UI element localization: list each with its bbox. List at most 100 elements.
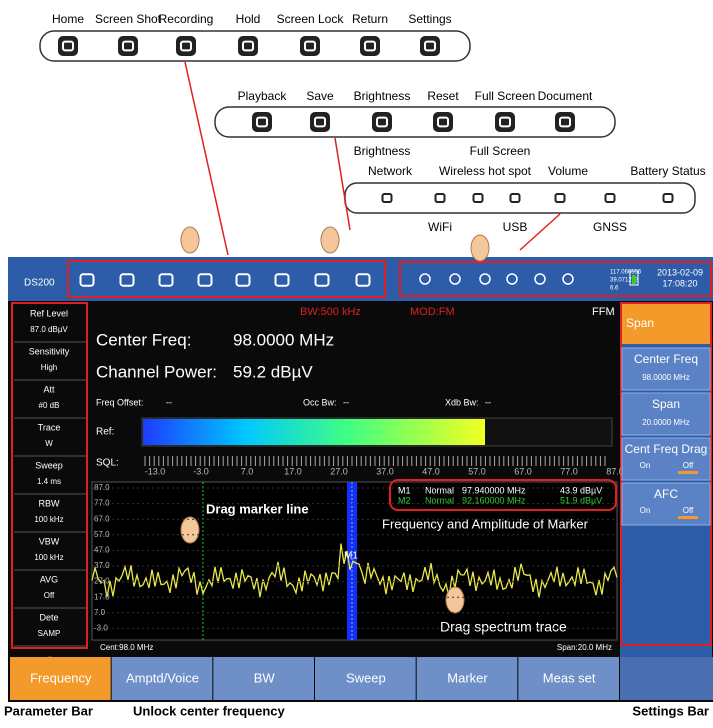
tab[interactable] <box>10 657 111 700</box>
parameter-value: 100 kHz <box>34 515 63 524</box>
icon-glyph <box>554 193 566 203</box>
icon-glyph <box>235 273 251 287</box>
marker-info: 43.9 dBµV <box>560 485 602 495</box>
icon-glyph <box>376 116 388 128</box>
icon-glyph <box>424 40 436 52</box>
toolbar-sub-label: WiFi <box>428 220 452 234</box>
sql-scale-label: 7.0 <box>241 466 254 476</box>
setting-off: Off <box>683 461 694 470</box>
tab[interactable] <box>315 657 416 700</box>
tab[interactable] <box>518 657 619 700</box>
setting-off: Off <box>683 506 694 515</box>
tab[interactable] <box>213 657 314 700</box>
tab-label[interactable]: BW <box>254 670 276 685</box>
setting-item[interactable] <box>621 347 711 391</box>
tab[interactable] <box>111 657 213 700</box>
tab-label[interactable]: Sweep <box>346 670 386 685</box>
icon-glyph <box>158 273 174 287</box>
settings-title: Span <box>626 316 654 330</box>
spectrum-scale-label: 27.0 <box>94 577 110 586</box>
sql-scale-label: 67.0 <box>514 466 532 476</box>
channel-power-value: 59.2 dBµV <box>233 362 313 381</box>
icon <box>192 267 218 293</box>
annotation: Unlock center frequency <box>133 703 285 718</box>
status-icon <box>479 273 491 285</box>
icon-glyph <box>304 40 316 52</box>
icon <box>495 112 515 132</box>
icon <box>238 36 258 56</box>
icon <box>601 189 619 207</box>
icon-glyph <box>122 40 134 52</box>
icon <box>269 267 295 293</box>
tab[interactable] <box>416 657 518 700</box>
icon <box>114 267 140 293</box>
sql-scale-label: 87.0 <box>606 466 624 476</box>
icon-glyph <box>79 273 95 287</box>
icon <box>555 112 575 132</box>
setting-item[interactable] <box>621 392 711 436</box>
icon <box>153 267 179 293</box>
icon-glyph <box>197 273 213 287</box>
tab-label[interactable]: Meas set <box>543 670 596 685</box>
icon-glyph <box>274 273 290 287</box>
hand-pointer <box>320 226 340 254</box>
spectrum-scale-label: 77.0 <box>94 499 110 508</box>
marker-info: 92.160000 MHz <box>462 495 526 505</box>
ref-bar <box>143 419 485 445</box>
parameter-label: Dete <box>39 612 58 622</box>
parameter-value: 100 kHz <box>34 553 63 562</box>
parameter-value: SAMP <box>38 629 61 638</box>
tab-label[interactable]: Frequency <box>30 670 92 685</box>
sql-scale-label: 57.0 <box>468 466 486 476</box>
ref-label: Ref: <box>96 427 114 438</box>
icon <box>372 112 392 132</box>
measurement-value: -- <box>485 397 491 407</box>
measurement-label: Occ Bw: <box>303 397 337 407</box>
measurement-value: -- <box>166 397 172 407</box>
settings-title-bg <box>620 304 712 344</box>
toolbar-label: Screen Lock <box>277 12 345 26</box>
sql-scale-label: -3.0 <box>193 466 209 476</box>
hand-pointer <box>180 516 200 544</box>
spectrum-scale-label: 37.0 <box>94 561 110 570</box>
spectrum-scale-label: 47.0 <box>94 546 110 555</box>
icon-glyph <box>509 193 521 203</box>
icon <box>300 36 320 56</box>
sql-scale-label: 27.0 <box>330 466 348 476</box>
spectrum-scale-label: 57.0 <box>94 530 110 539</box>
time: 17:08:20 <box>662 278 697 288</box>
spectrum-scale-label: 7.0 <box>94 608 106 617</box>
setting-label: Span <box>652 397 680 411</box>
sql-scale-label: 77.0 <box>560 466 578 476</box>
highlight <box>67 260 386 298</box>
tab-label[interactable]: Marker <box>447 670 488 685</box>
status-icon <box>419 273 431 285</box>
mode: FFM <box>592 306 615 318</box>
annotation: Drag marker line <box>206 501 309 516</box>
parameter-value: 1.4 ms <box>37 477 61 486</box>
bw: BW:500 kHz <box>300 306 361 318</box>
icon-glyph <box>499 116 511 128</box>
setting-label: AFC <box>654 487 678 501</box>
icon-glyph <box>62 40 74 52</box>
center-freq-value: 98.0000 MHz <box>233 330 334 349</box>
toolbar-label: Network <box>368 164 413 178</box>
toolbar-label: Save <box>306 89 334 103</box>
toolbar-sub-label: GNSS <box>593 220 627 234</box>
spectrum-scale-label: 17.0 <box>94 592 110 601</box>
icon-glyph <box>364 40 376 52</box>
icon <box>58 36 78 56</box>
tab-label[interactable]: Amptd/Voice <box>126 670 199 685</box>
status-icon <box>562 273 574 285</box>
setting-on: On <box>640 506 651 515</box>
icon-glyph <box>242 40 254 52</box>
icon <box>176 36 196 56</box>
marker-tag: M1 <box>344 551 358 562</box>
icon-glyph <box>559 116 571 128</box>
icon-glyph <box>472 193 484 203</box>
icon <box>309 267 335 293</box>
icon-glyph <box>355 273 371 287</box>
toolbar-label: Home <box>52 12 84 26</box>
spectrum-trace <box>91 543 618 598</box>
